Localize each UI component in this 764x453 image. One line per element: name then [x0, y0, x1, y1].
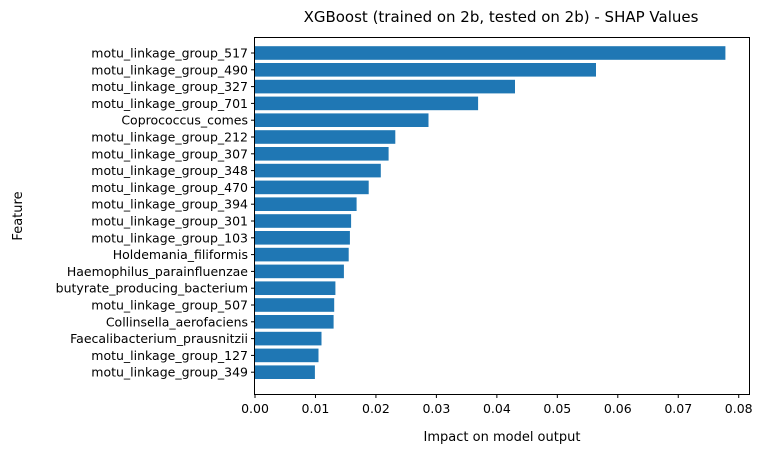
- y-tick-label: butyrate_producing_bacterium: [56, 281, 248, 296]
- bar-motu_linkage_group_470: [255, 180, 369, 195]
- bar-motu_linkage_group_349: [255, 365, 315, 379]
- bar-Faecalibacterium_prausnitzii: [255, 331, 322, 346]
- y-tick-label: motu_linkage_group_301: [91, 214, 248, 229]
- y-tick-label: motu_linkage_group_507: [91, 298, 248, 313]
- y-tick-label: motu_linkage_group_327: [91, 79, 248, 94]
- x-tick-label: 0.07: [664, 401, 692, 416]
- bar-motu_linkage_group_212: [255, 130, 396, 144]
- bar-butyrate_producing_bacterium: [255, 281, 336, 295]
- y-tick-labels: motu_linkage_group_517motu_linkage_group…: [56, 46, 255, 380]
- x-tick-label: 0.02: [362, 401, 390, 416]
- y-tick-label: motu_linkage_group_348: [91, 163, 248, 178]
- y-tick-label: motu_linkage_group_470: [91, 180, 248, 195]
- bar-motu_linkage_group_348: [255, 163, 381, 178]
- y-axis-label: Feature: [11, 191, 26, 240]
- x-tick-label: 0.00: [241, 401, 269, 416]
- y-tick-label: Haemophilus_parainfluenzae: [67, 264, 248, 279]
- y-tick-label: Faecalibacterium_prausnitzii: [70, 331, 248, 346]
- y-tick-label: Collinsella_aerofaciens: [106, 314, 248, 329]
- y-tick-label: motu_linkage_group_517: [91, 46, 248, 61]
- y-tick-label: motu_linkage_group_212: [91, 130, 248, 145]
- bar-Collinsella_aerofaciens: [255, 315, 334, 329]
- x-tick-label: 0.01: [302, 401, 330, 416]
- x-tick-label: 0.04: [483, 401, 511, 416]
- x-tick-label: 0.05: [543, 401, 571, 416]
- x-axis-label: Impact on model output: [424, 430, 581, 445]
- bar-Holdemania_filiformis: [255, 247, 349, 262]
- bar-motu_linkage_group_127: [255, 348, 319, 363]
- y-tick-label: Holdemania_filiformis: [113, 247, 248, 262]
- x-tick-label: 0.06: [604, 401, 632, 416]
- bar-motu_linkage_group_103: [255, 231, 350, 245]
- chart-title: XGBoost (trained on 2b, tested on 2b) - …: [304, 8, 699, 26]
- bar-motu_linkage_group_701: [255, 96, 479, 111]
- bars-group: [255, 46, 726, 379]
- bar-motu_linkage_group_507: [255, 298, 335, 312]
- y-tick-label: motu_linkage_group_394: [91, 197, 248, 212]
- x-ticks: 0.00 0.01 0.02 0.03 0.04 0.05 0.06 0.07 0.08: [241, 394, 753, 416]
- y-tick-label: motu_linkage_group_307: [91, 146, 248, 161]
- y-tick-label: motu_linkage_group_103: [91, 230, 248, 245]
- y-tick-label: motu_linkage_group_490: [91, 62, 248, 77]
- bar-motu_linkage_group_394: [255, 197, 357, 211]
- bar-motu_linkage_group_517: [255, 46, 726, 60]
- y-tick-label: motu_linkage_group_701: [91, 96, 248, 111]
- bar-motu_linkage_group_301: [255, 214, 352, 228]
- bar-motu_linkage_group_490: [255, 63, 596, 77]
- bar-motu_linkage_group_327: [255, 79, 515, 94]
- plot-frame: [254, 37, 750, 395]
- x-tick-label: 0.08: [725, 401, 753, 416]
- y-tick-label: Coprococcus_comes: [121, 113, 248, 128]
- bar-Haemophilus_parainfluenzae: [255, 264, 344, 279]
- x-tick-label: 0.03: [422, 401, 450, 416]
- bar-motu_linkage_group_307: [255, 147, 389, 161]
- y-tick-label: motu_linkage_group_349: [91, 365, 248, 380]
- y-tick-label: motu_linkage_group_127: [91, 348, 248, 363]
- bar-Coprococcus_comes: [255, 113, 429, 127]
